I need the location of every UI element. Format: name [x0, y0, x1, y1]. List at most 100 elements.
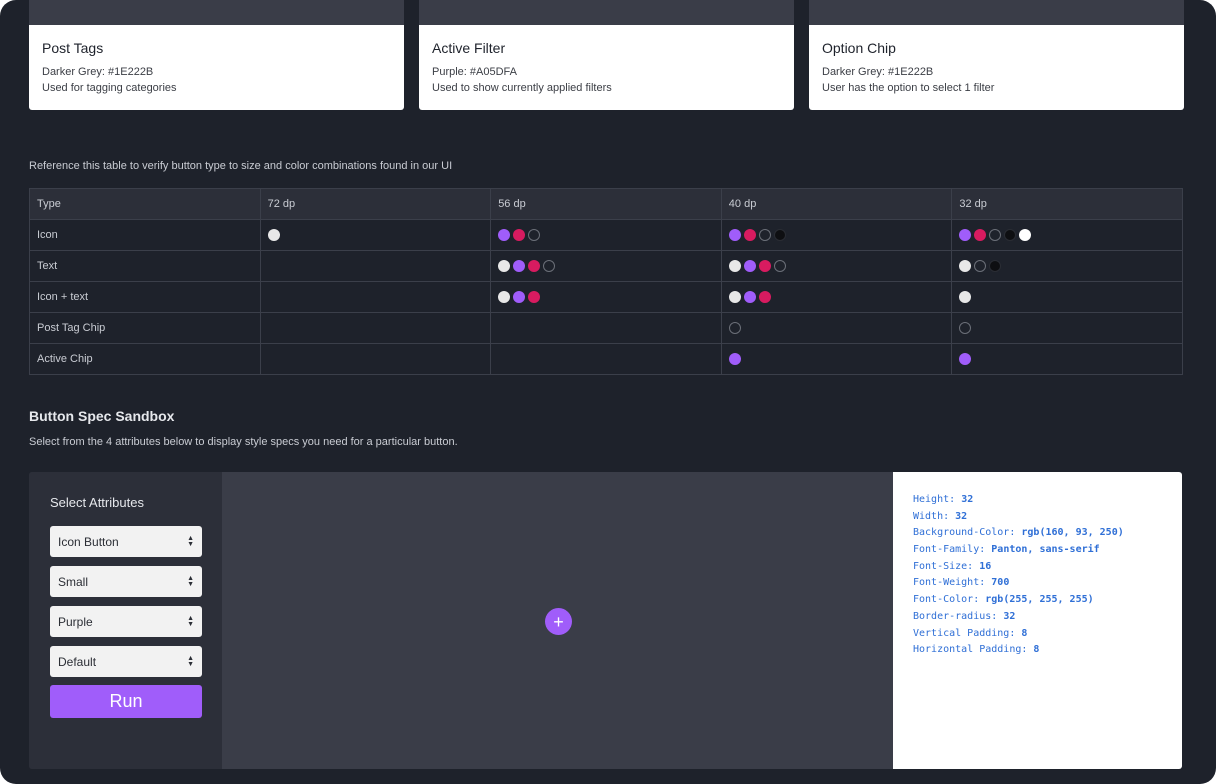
table-header-row: Type 72 dp 56 dp 40 dp 32 dp	[29, 188, 1183, 220]
dot-cell-c56	[490, 219, 722, 251]
spec-line: Border-radius: 32	[913, 611, 1124, 628]
row-type-label: Text	[29, 250, 261, 282]
white-dot-icon	[959, 260, 972, 272]
dot-cell-c72	[259, 312, 492, 344]
dot-cell-c32	[951, 281, 1183, 313]
row-type-label: Icon	[29, 219, 261, 251]
pink-dot-icon	[528, 291, 541, 303]
card-description: User has the option to select 1 filter	[822, 82, 995, 94]
header-56dp: 56 dp	[490, 188, 722, 220]
dot-cell-c56	[490, 281, 722, 313]
purple-dot-icon	[959, 353, 972, 365]
spec-key: Height:	[913, 494, 956, 505]
spec-key: Horizontal Padding:	[913, 644, 1028, 656]
reference-text: Reference this table to verify button ty…	[29, 160, 453, 172]
color-dots	[498, 260, 714, 272]
dot-cell-c32	[951, 250, 1183, 282]
pink-dot-icon	[743, 229, 756, 241]
dot-cell-c32	[951, 219, 1183, 251]
white-dot-icon	[728, 260, 741, 272]
purple-dot-icon	[743, 291, 756, 303]
outline-dot-icon	[543, 260, 556, 272]
spec-value: rgb(255, 255, 255)	[985, 594, 1094, 606]
dot-cell-c56	[490, 343, 722, 375]
select-value: Purple	[58, 614, 93, 629]
spec-key: Background-Color:	[913, 527, 1016, 539]
purple-dot-icon	[728, 229, 741, 241]
spec-list: Height: 32 Width: 32 Background-Color: rgb…	[913, 494, 1124, 661]
card-color-text: Purple: #A05DFA	[432, 66, 517, 78]
spec-value: Panton, sans-serif	[991, 544, 1100, 556]
pink-dot-icon	[513, 229, 526, 241]
card-title: Post Tags	[42, 40, 104, 56]
outline-dot-icon	[728, 322, 741, 334]
run-button[interactable]: Run	[50, 685, 202, 718]
sandbox-title: Button Spec Sandbox	[29, 408, 175, 424]
sandbox-panel: Select Attributes Icon Button ▲ ▼ Small ▲…	[29, 472, 1182, 769]
card-title: Option Chip	[822, 40, 896, 56]
card-swatch	[419, 0, 794, 25]
plus-icon: +	[553, 611, 564, 632]
dot-cell-c40	[720, 343, 953, 375]
dot-cell-c56	[490, 250, 722, 282]
spec-value: 32	[955, 510, 968, 522]
spec-value: 32	[961, 494, 974, 505]
color-dots	[498, 291, 714, 303]
spec-line: Height: 32	[913, 494, 1124, 511]
size-select[interactable]: Small ▲ ▼	[50, 566, 202, 597]
attributes-column: Select Attributes Icon Button ▲ ▼ Small ▲…	[29, 472, 222, 769]
color-select[interactable]: Purple ▲ ▼	[50, 606, 202, 637]
dot-cell-c40	[720, 281, 953, 313]
outline-dot-icon	[974, 260, 987, 272]
header-32dp: 32 dp	[951, 188, 1183, 220]
spec-value: 700	[991, 577, 1010, 589]
spec-key: Font-Family:	[913, 544, 986, 556]
spec-output: Height: 32 Width: 32 Background-Color: rgb…	[893, 472, 1182, 769]
spec-key: Font-Weight:	[913, 577, 986, 589]
select-value: Icon Button	[58, 534, 119, 549]
color-dots	[728, 322, 945, 334]
sandbox-subtitle: Select from the 4 attributes below to di…	[29, 436, 458, 448]
purple-dot-icon	[513, 291, 526, 303]
spec-key: Font-Size:	[913, 560, 974, 572]
white-dot-icon	[498, 291, 511, 303]
dot-cell-c32	[951, 343, 1183, 375]
color-dots	[267, 229, 484, 241]
spec-key: Width:	[913, 510, 950, 522]
type-select[interactable]: Icon Button ▲ ▼	[50, 526, 202, 557]
select-arrows-icon: ▲ ▼	[187, 574, 194, 588]
spec-line: Font-Weight: 700	[913, 577, 1124, 594]
color-dots	[728, 291, 945, 303]
white-dot-icon	[267, 229, 280, 241]
state-select[interactable]: Default ▲ ▼	[50, 646, 202, 677]
card-post-tags: Post Tags Darker Grey: #1E222B Used for …	[29, 0, 404, 110]
card-title: Active Filter	[432, 40, 506, 56]
color-dots	[959, 229, 1175, 241]
spec-value: 8	[1021, 627, 1028, 639]
spec-line: Font-Color: rgb(255, 255, 255)	[913, 594, 1124, 611]
white-dot-icon	[728, 291, 741, 303]
purple-dot-icon	[498, 229, 511, 241]
dot-cell-c40	[720, 312, 953, 344]
select-arrows-icon: ▲ ▼	[187, 534, 194, 548]
color-dots	[959, 322, 1175, 334]
color-dots	[959, 260, 1175, 272]
header-40dp: 40 dp	[720, 188, 953, 220]
outline-dot-icon	[758, 229, 771, 241]
dot-cell-c72	[259, 250, 492, 282]
outline-dot-icon	[773, 260, 786, 272]
preview-plus-button[interactable]: +	[545, 608, 572, 635]
row-type-label: Active Chip	[29, 343, 261, 375]
spec-key: Vertical Padding:	[913, 627, 1016, 639]
table-row: Active Chip	[29, 343, 1183, 375]
dot-cell-c56	[490, 312, 722, 344]
card-description: Used to show currently applied filters	[432, 82, 612, 94]
card-swatch	[29, 0, 404, 25]
table-row: Icon + text	[29, 281, 1183, 313]
table-row: Text	[29, 250, 1183, 282]
card-color-text: Darker Grey: #1E222B	[42, 66, 154, 78]
attributes-label: Select Attributes	[50, 495, 144, 510]
brightwhite-dot-icon	[1019, 229, 1032, 241]
dot-cell-c40	[720, 219, 953, 251]
